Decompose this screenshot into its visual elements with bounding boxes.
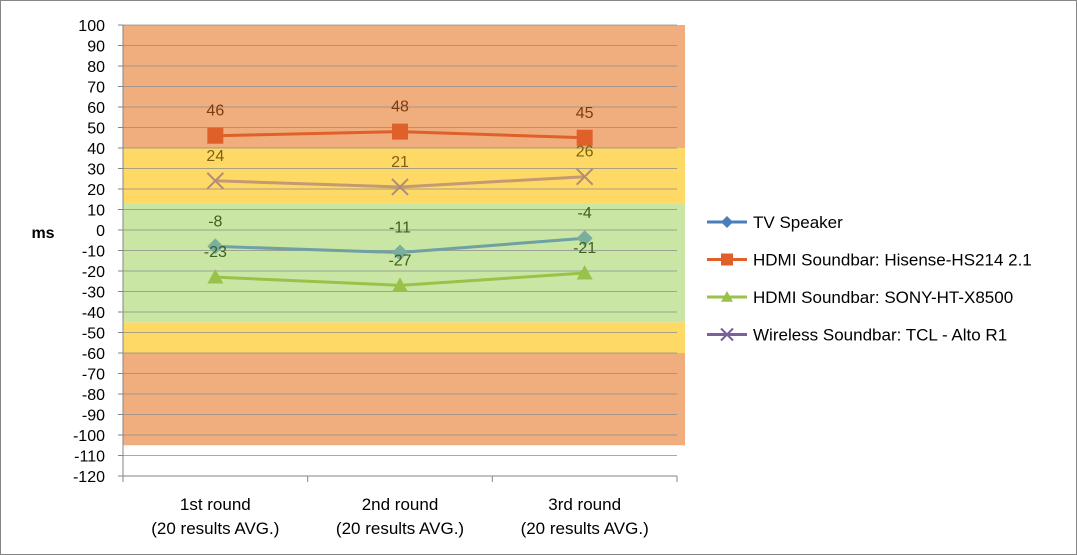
data-point [392, 123, 408, 140]
y-tick-label: 0 [96, 223, 105, 240]
x-category-label: 3rd round (20 results AVG.) [521, 495, 649, 538]
data-label: 46 [206, 103, 224, 120]
data-point [392, 244, 408, 261]
data-label: -27 [388, 252, 411, 269]
y-tick-label: 10 [87, 203, 105, 220]
legend-marker [721, 253, 733, 266]
y-tick-label: 20 [87, 182, 105, 199]
y-tick-label: -70 [82, 367, 105, 384]
y-tick-label: 100 [78, 18, 105, 35]
data-point [576, 129, 593, 146]
y-tick-label: 30 [87, 162, 105, 179]
data-label: 26 [576, 144, 594, 161]
y-tick-label: -10 [82, 244, 105, 261]
legend-label: HDMI Soundbar: SONY-HT-X8500 [753, 288, 1013, 307]
y-tick-label: 50 [87, 121, 105, 138]
y-tick-label: -50 [82, 326, 105, 343]
background-band-1 [123, 322, 685, 353]
marker-stroke [206, 172, 225, 190]
y-tick-label: 60 [87, 100, 105, 117]
data-point [207, 127, 224, 144]
legend-label: Wireless Soundbar: TCL - Alto R1 [753, 326, 1007, 345]
data-point [206, 172, 225, 190]
data-label: -11 [389, 220, 411, 237]
data-point [207, 238, 224, 255]
y-tick-label: -80 [82, 387, 105, 404]
data-label: 45 [576, 105, 594, 122]
background-band-2 [123, 203, 685, 323]
data-label: 48 [391, 99, 409, 116]
y-tick-label: -110 [74, 449, 105, 466]
data-labels: -8 -11 -4 46 48 45 -23 -27 -21 24 21 26 [204, 99, 597, 270]
legend-marker [720, 327, 734, 342]
data-point [576, 230, 593, 247]
marker-stroke [720, 327, 734, 342]
y-tick-label: -30 [82, 285, 105, 302]
data-label: -8 [208, 213, 222, 230]
legend-label: TV Speaker [753, 213, 843, 232]
data-label: -23 [204, 244, 227, 261]
legend-marker [721, 216, 733, 228]
y-tick-label: 40 [87, 141, 105, 158]
y-tick-label: -90 [82, 408, 105, 425]
data-point [576, 265, 593, 280]
data-point [207, 269, 224, 284]
data-point [575, 167, 594, 186]
y-tick-label: 80 [87, 59, 105, 76]
data-point [392, 277, 408, 292]
series-lines [206, 123, 594, 292]
x-category-label: 2nd round (20 results AVG.) [336, 495, 464, 538]
y-tick-label: -120 [73, 469, 105, 486]
y-tick-label: -60 [82, 346, 105, 363]
marker-stroke [575, 167, 594, 186]
data-label: 21 [391, 154, 409, 171]
background-band-0 [123, 353, 685, 446]
x-category-label: 1st round (20 results AVG.) [151, 495, 279, 538]
data-label: -4 [578, 205, 592, 222]
y-tick-label: 70 [87, 80, 105, 97]
y-tick-label: -20 [82, 264, 105, 281]
y-tick-label: -40 [82, 305, 105, 322]
data-label: 24 [206, 148, 224, 165]
data-point [391, 178, 409, 196]
marker-stroke [391, 178, 409, 196]
y-tick-label: -100 [73, 428, 105, 445]
axes: -120-110-100-90-80-70-60-50-40-30-20-100… [31, 18, 678, 538]
legend-label: HDMI Soundbar: Hisense-HS214 2.1 [753, 251, 1032, 270]
data-label: -21 [573, 240, 596, 257]
y-tick-label: 90 [87, 39, 105, 56]
legend: TV Speaker HDMI Soundbar: Hisense-HS214 2… [707, 213, 1032, 345]
background-band-3 [123, 148, 685, 204]
y-axis-title: ms [31, 225, 54, 242]
legend-marker [721, 291, 733, 302]
